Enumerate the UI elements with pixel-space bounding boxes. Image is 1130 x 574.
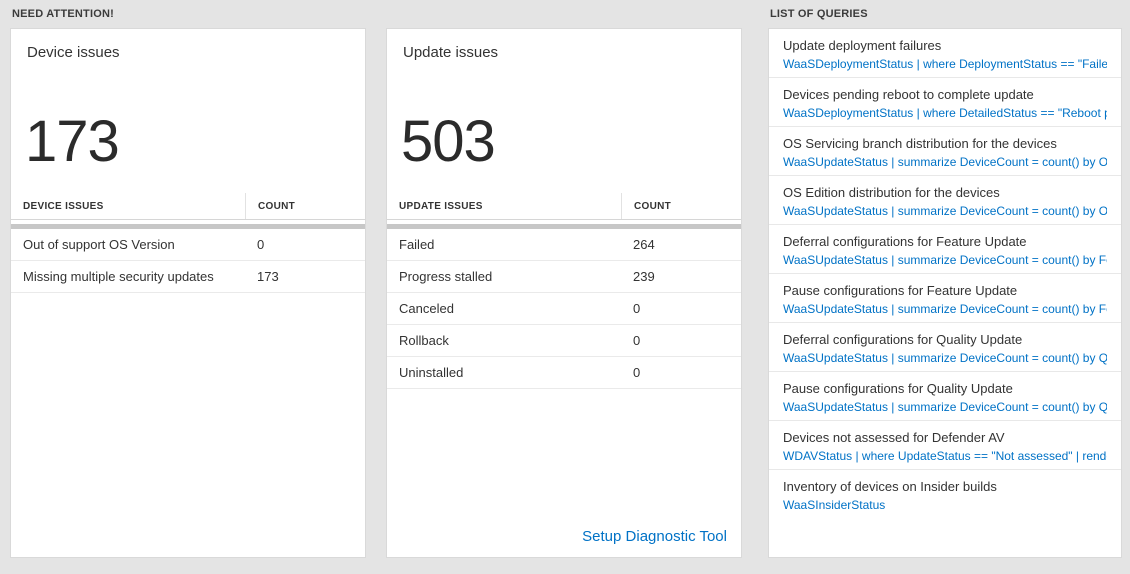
row-label: Rollback <box>399 333 449 348</box>
row-count: 173 <box>257 269 279 284</box>
table-row[interactable]: Progress stalled 239 <box>387 261 741 293</box>
row-count: 239 <box>633 269 655 284</box>
update-issues-card: Update issues 503 UPDATE ISSUES COUNT Fa… <box>386 28 742 558</box>
table-header-row: UPDATE ISSUES COUNT <box>387 193 741 220</box>
query-list-item[interactable]: OS Edition distribution for the devices … <box>769 176 1121 225</box>
row-label: Missing multiple security updates <box>23 269 214 284</box>
list-of-queries-header: LIST OF QUERIES <box>770 8 868 20</box>
device-issues-table: DEVICE ISSUES COUNT Out of support OS Ve… <box>11 193 365 293</box>
query-list-item[interactable]: Pause configurations for Feature Update … <box>769 274 1121 323</box>
device-issues-title: Device issues <box>27 44 120 61</box>
dashboard: NEED ATTENTION! Device issues 173 DEVICE… <box>10 6 1122 558</box>
column-header-count: COUNT <box>245 193 365 219</box>
table-row[interactable]: Rollback 0 <box>387 325 741 357</box>
update-issues-table: UPDATE ISSUES COUNT Failed 264 Progress … <box>387 193 741 389</box>
row-label: Canceled <box>399 301 454 316</box>
row-count: 0 <box>633 365 641 380</box>
column-header-count: COUNT <box>621 193 741 219</box>
row-label: Out of support OS Version <box>23 237 175 252</box>
query-list-item[interactable]: Inventory of devices on Insider builds W… <box>769 470 1121 518</box>
queries-card: Update deployment failures WaaSDeploymen… <box>768 28 1122 558</box>
query-list-item[interactable]: Update deployment failures WaaSDeploymen… <box>769 29 1121 78</box>
table-row[interactable]: Out of support OS Version 0 <box>11 229 365 261</box>
query-title: Deferral configurations for Feature Upda… <box>783 234 1027 249</box>
query-text[interactable]: WaaSUpdateStatus | summarize DeviceCount… <box>783 351 1107 365</box>
query-text[interactable]: WDAVStatus | where UpdateStatus == "Not … <box>783 449 1107 463</box>
query-list-item[interactable]: Devices pending reboot to complete updat… <box>769 78 1121 127</box>
column-header-update-issues: UPDATE ISSUES <box>399 201 483 212</box>
query-text[interactable]: WaaSUpdateStatus | summarize DeviceCount… <box>783 400 1107 414</box>
query-list-item[interactable]: Devices not assessed for Defender AV WDA… <box>769 421 1121 470</box>
query-title: Devices pending reboot to complete updat… <box>783 87 1034 102</box>
table-row[interactable]: Uninstalled 0 <box>387 357 741 389</box>
table-row[interactable]: Canceled 0 <box>387 293 741 325</box>
query-text[interactable]: WaaSUpdateStatus | summarize DeviceCount… <box>783 253 1107 267</box>
horizontal-scrollbar[interactable] <box>11 224 365 229</box>
setup-diagnostic-tool-link[interactable]: Setup Diagnostic Tool <box>582 528 727 545</box>
query-text[interactable]: WaaSDeploymentStatus | where DeploymentS… <box>783 57 1107 71</box>
update-issues-title: Update issues <box>403 44 499 61</box>
query-list-item[interactable]: Deferral configurations for Quality Upda… <box>769 323 1121 372</box>
need-attention-header: NEED ATTENTION! <box>12 8 114 20</box>
query-text[interactable]: WaaSUpdateStatus | summarize DeviceCount… <box>783 204 1107 218</box>
query-list-item[interactable]: Deferral configurations for Feature Upda… <box>769 225 1121 274</box>
row-count: 0 <box>257 237 265 252</box>
queries-section: LIST OF QUERIES Update deployment failur… <box>768 6 1122 558</box>
query-text[interactable]: WaaSUpdateStatus | summarize DeviceCount… <box>783 155 1107 169</box>
query-title: Inventory of devices on Insider builds <box>783 479 997 494</box>
query-title: Devices not assessed for Defender AV <box>783 430 1005 445</box>
query-title: OS Servicing branch distribution for the… <box>783 136 1057 151</box>
row-count: 264 <box>633 237 655 252</box>
table-row[interactable]: Missing multiple security updates 173 <box>11 261 365 293</box>
row-count: 0 <box>633 301 641 316</box>
row-count: 0 <box>633 333 641 348</box>
query-text[interactable]: WaaSDeploymentStatus | where DetailedSta… <box>783 106 1107 120</box>
query-title: OS Edition distribution for the devices <box>783 185 1000 200</box>
device-issues-card: Device issues 173 DEVICE ISSUES COUNT Ou… <box>10 28 366 558</box>
query-title: Pause configurations for Quality Update <box>783 381 1013 396</box>
query-title: Update deployment failures <box>783 38 942 53</box>
row-label: Failed <box>399 237 435 252</box>
device-issues-count: 173 <box>25 109 120 174</box>
query-list-item[interactable]: Pause configurations for Quality Update … <box>769 372 1121 421</box>
row-label: Uninstalled <box>399 365 464 380</box>
query-text[interactable]: WaaSInsiderStatus <box>783 498 886 512</box>
query-title: Pause configurations for Feature Update <box>783 283 1018 298</box>
query-title: Deferral configurations for Quality Upda… <box>783 332 1023 347</box>
query-text[interactable]: WaaSUpdateStatus | summarize DeviceCount… <box>783 302 1107 316</box>
table-header-row: DEVICE ISSUES COUNT <box>11 193 365 220</box>
update-issues-count: 503 <box>401 109 496 174</box>
need-attention-section: NEED ATTENTION! Device issues 173 DEVICE… <box>10 6 742 558</box>
column-header-device-issues: DEVICE ISSUES <box>23 201 104 212</box>
table-row[interactable]: Failed 264 <box>387 229 741 261</box>
row-label: Progress stalled <box>399 269 493 284</box>
query-list-item[interactable]: OS Servicing branch distribution for the… <box>769 127 1121 176</box>
horizontal-scrollbar[interactable] <box>387 224 741 229</box>
